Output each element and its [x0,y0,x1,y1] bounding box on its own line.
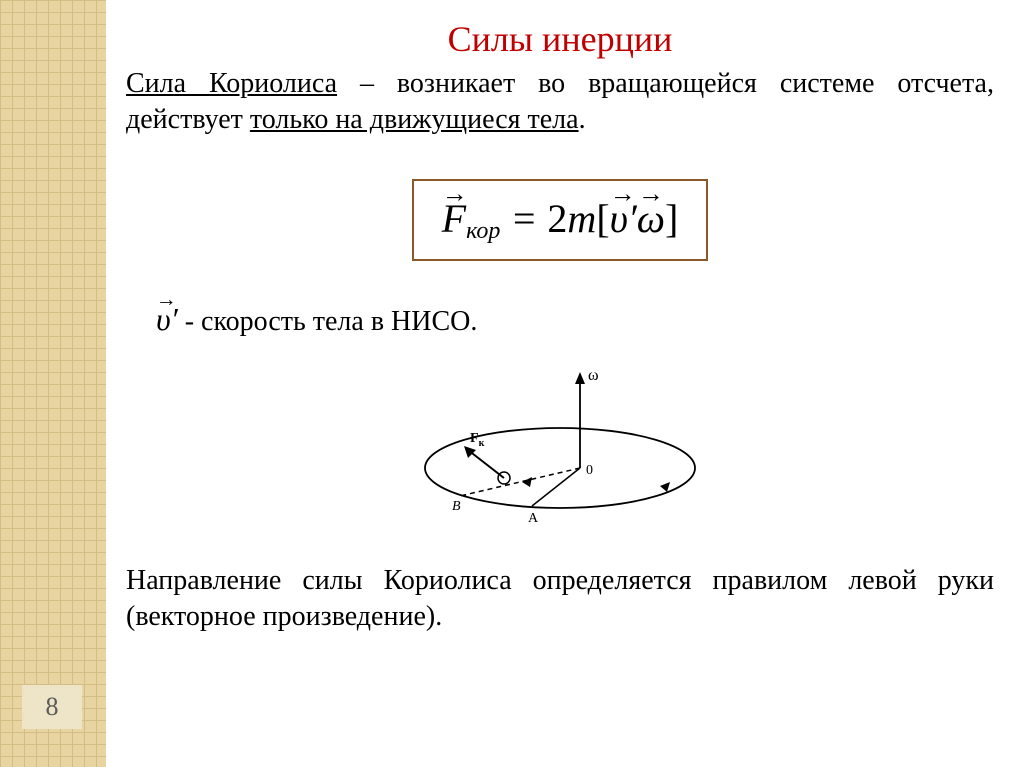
equals: = [500,196,547,241]
omega-label: ω [588,367,599,384]
sym-v: υ [610,196,628,241]
label-B: B [452,499,461,514]
omega-arrowhead [575,372,585,384]
page-number: 8 [22,685,82,729]
bracket-close: ] [665,196,678,241]
intro-tail: . [579,104,586,135]
force-arrowhead [464,446,476,458]
vec-v: υ [610,195,628,242]
slide-content: Силы инерции Сила Кориолиса – возникает … [106,0,1024,767]
direction-paragraph: Направление силы Кориолиса определяется … [126,563,994,636]
mass-m: m [567,196,596,241]
sym-omega: ω [637,196,665,241]
slide-title: Силы инерции [126,18,994,60]
diagram-wrap: ω 0 A B Fк [126,358,994,533]
formula-box: Fкор = 2m[υ′ω] [412,179,709,261]
sym-F: F [442,196,466,241]
coeff-2: 2 [547,196,567,241]
note-symbol-wrap: υ′ [156,301,178,337]
center-label: 0 [586,463,593,478]
sidebar-pattern: 8 [0,0,106,767]
radius-solid [532,468,580,506]
force-label: Fк [470,431,485,449]
sub-kor: кор [466,218,500,244]
force-vector [468,450,504,478]
bracket-open: [ [596,196,609,241]
coriolis-formula: Fкор = 2m[υ′ω] [442,196,679,241]
page-number-value: 8 [46,692,59,722]
velocity-note: υ′ - скорость тела в НИСО. [156,301,994,338]
rotation-arrowhead [660,482,670,492]
note-vec-v: υ [156,301,171,338]
inward-arrowhead [522,477,532,487]
coriolis-diagram: ω 0 A B Fк [410,358,710,528]
formula-container: Fкор = 2m[υ′ω] [126,169,994,301]
disk-ellipse [425,428,695,508]
vec-omega: ω [637,195,665,242]
coriolis-term: Сила Кориолиса [126,68,337,99]
intro-underline-2: только на движущиеся тела [250,104,579,135]
intro-paragraph: Сила Кориолиса – возникает во вращающейс… [126,66,994,139]
note-sym-v: υ [156,301,171,337]
label-A: A [528,511,539,526]
vec-F: F [442,195,466,242]
note-text: - скорость тела в НИСО. [178,306,478,337]
